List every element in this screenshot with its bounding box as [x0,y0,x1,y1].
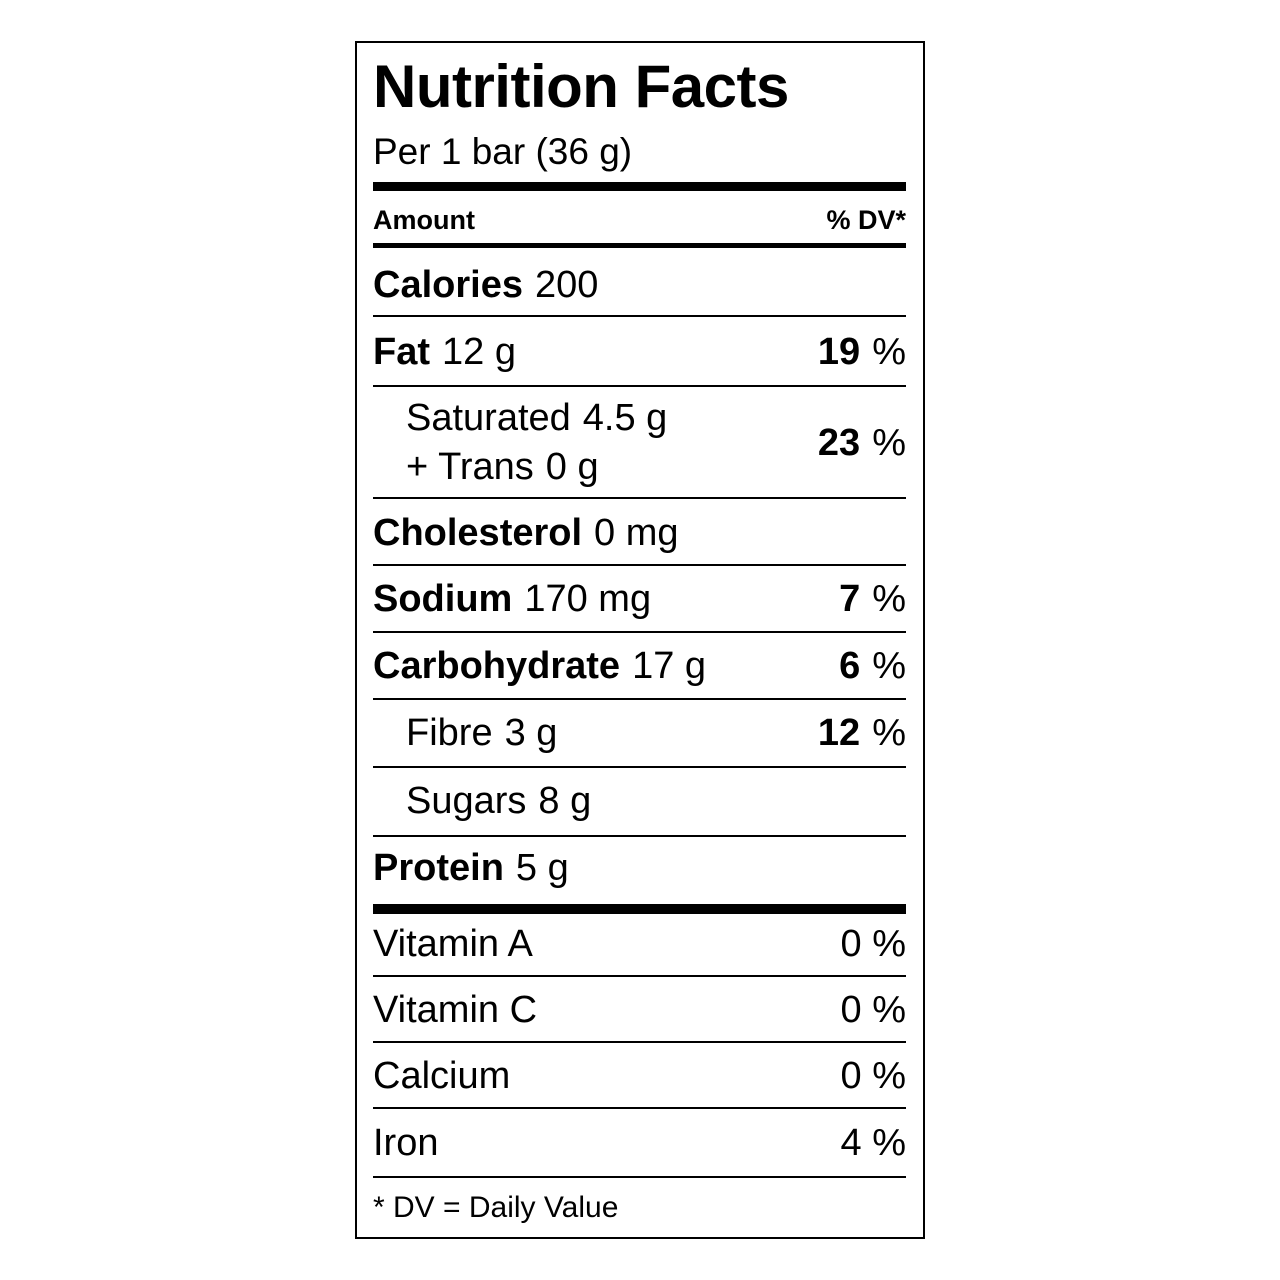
protein-row: Protein 5 g [373,838,906,898]
nutrient-name: Fat [373,330,430,373]
nutrient-amount: 8 g [538,779,592,822]
nutrient-amount: 3 g [504,711,558,754]
dv-unit: % [872,711,906,754]
rule [373,766,906,768]
rule [373,975,906,977]
header-row: Amount % DV* [373,200,906,240]
nutrient-name: Calories [373,263,523,306]
vitamin-row: Vitamin C 0 % [373,980,906,1040]
nutrient-name: Sodium [373,577,513,620]
dv-value: 0 % [840,988,906,1031]
nutrient-amount: 170 mg [524,577,652,620]
dv-value: 19 [817,330,861,373]
cholesterol-row: Cholesterol 0 mg [373,502,906,564]
nutrient-name: Fibre [406,711,493,754]
vitamin-row: Calcium 0 % [373,1046,906,1106]
rule [373,835,906,837]
nutrient-amount: 12 g [442,330,516,373]
fat-row: Fat 12 g 19% [373,320,906,384]
dv-unit: % [872,644,906,687]
nutrient-name: Sugars [406,779,527,822]
sodium-row: Sodium 170 mg 7% [373,568,906,630]
dv-value: 12 [817,711,861,754]
label-border [355,41,925,1239]
dv-unit: % [872,421,906,464]
nutrient-amount: 4.5 g [582,397,668,439]
dv-header: % DV* [826,204,906,235]
rule [373,631,906,633]
dv-unit: % [872,577,906,620]
nutrient-amount: 17 g [632,644,707,687]
sugars-row: Sugars 8 g [373,770,906,832]
dv-value: 6 [839,644,861,687]
vitamin-row: Iron 4 % [373,1112,906,1174]
dv-value: 23 [817,421,861,464]
dv-value: 7 [839,577,861,620]
dv-unit: % [872,330,906,373]
carbohydrate-row: Carbohydrate 17 g 6% [373,635,906,697]
rule [373,243,906,248]
nutrient-name: Vitamin C [373,988,538,1031]
rule [373,1107,906,1109]
thick-rule [373,182,906,191]
title: Nutrition Facts [373,53,789,120]
thick-rule [373,904,906,914]
nutrient-name: Cholesterol [373,511,583,554]
fibre-row: Fibre 3 g 12% [373,702,906,764]
nutrient-amount: 200 [534,263,599,306]
nutrient-name: Calcium [373,1054,511,1097]
dv-value: 0 % [840,1054,906,1097]
dv-value: 0 % [840,922,906,965]
nutrient-amount: 0 mg [594,511,679,554]
rule [373,698,906,700]
nutrient-name: + Trans [406,446,534,488]
vitamin-row: Vitamin A 0 % [373,914,906,974]
rule [373,1041,906,1043]
nutrient-name: Vitamin A [373,922,533,965]
rule [373,564,906,566]
rule [373,497,906,499]
nutrient-name: Protein [373,846,504,889]
nutrient-name: Carbohydrate [373,644,621,687]
dv-value: 4 % [840,1121,906,1164]
calories-row: Calories 200 [373,255,906,315]
rule [373,385,906,387]
serving-size: Per 1 bar (36 g) [373,131,633,172]
nutrient-name: Iron [373,1121,439,1164]
nutrient-name: Saturated [406,397,571,439]
nutrient-amount: 5 g [515,846,569,889]
saturated-row: Saturated 4.5 g + Trans 0 g 23% [373,390,906,496]
nutrient-amount: 0 g [545,446,599,488]
rule [373,315,906,317]
rule [373,1176,906,1178]
amount-header: Amount [373,204,475,235]
footnote: * DV = Daily Value [373,1191,619,1224]
